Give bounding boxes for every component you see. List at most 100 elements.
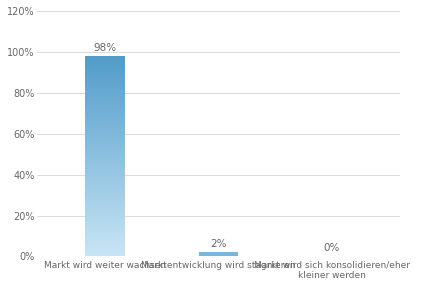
Bar — [199, 252, 238, 257]
Bar — [85, 92, 125, 93]
Bar — [85, 201, 125, 202]
Text: 98%: 98% — [93, 43, 117, 53]
Bar — [85, 213, 125, 214]
Bar — [85, 130, 125, 131]
Bar — [85, 175, 125, 176]
Bar — [85, 140, 125, 141]
Bar — [85, 243, 125, 245]
Bar — [85, 156, 125, 157]
Bar — [85, 114, 125, 115]
Bar — [85, 245, 125, 247]
Bar — [85, 59, 125, 60]
Bar — [85, 195, 125, 196]
Bar — [85, 103, 125, 104]
Bar — [85, 173, 125, 174]
Bar — [85, 88, 125, 89]
Bar — [85, 58, 125, 59]
Bar — [85, 60, 125, 61]
Bar — [85, 81, 125, 82]
Bar — [85, 218, 125, 219]
Bar — [85, 122, 125, 123]
Bar — [85, 186, 125, 187]
Bar — [85, 77, 125, 78]
Bar — [85, 143, 125, 144]
Bar — [85, 203, 125, 204]
Bar — [85, 234, 125, 235]
Bar — [85, 118, 125, 119]
Bar — [85, 129, 125, 130]
Bar — [85, 231, 125, 232]
Bar — [85, 121, 125, 122]
Bar — [85, 176, 125, 177]
Bar — [85, 127, 125, 128]
Bar — [85, 145, 125, 146]
Bar — [85, 202, 125, 203]
Bar — [85, 241, 125, 243]
Bar — [85, 204, 125, 205]
Bar — [85, 75, 125, 76]
Bar — [85, 163, 125, 164]
Bar — [85, 223, 125, 224]
Bar — [85, 239, 125, 241]
Bar — [85, 132, 125, 133]
Bar — [85, 225, 125, 226]
Bar — [85, 144, 125, 145]
Bar — [85, 146, 125, 147]
Bar — [85, 255, 125, 257]
Bar — [85, 154, 125, 155]
Bar — [85, 190, 125, 191]
Bar — [85, 135, 125, 136]
Bar — [85, 179, 125, 180]
Bar — [85, 62, 125, 63]
Bar — [85, 100, 125, 101]
Bar — [85, 184, 125, 185]
Bar — [85, 138, 125, 139]
Bar — [85, 235, 125, 236]
Bar — [85, 191, 125, 192]
Bar — [85, 94, 125, 95]
Bar — [85, 187, 125, 188]
Bar — [85, 180, 125, 181]
Bar — [85, 230, 125, 231]
Bar — [85, 219, 125, 220]
Bar — [85, 151, 125, 152]
Bar — [85, 153, 125, 154]
Bar — [85, 166, 125, 167]
Bar — [85, 57, 125, 58]
Bar — [85, 67, 125, 68]
Bar — [85, 171, 125, 172]
Bar — [85, 232, 125, 233]
Bar — [85, 182, 125, 183]
Bar — [85, 99, 125, 100]
Bar — [85, 193, 125, 194]
Bar — [85, 78, 125, 79]
Bar — [85, 85, 125, 86]
Bar — [85, 174, 125, 175]
Bar — [85, 161, 125, 162]
Bar — [85, 107, 125, 108]
Bar — [85, 158, 125, 159]
Bar — [85, 177, 125, 178]
Bar — [85, 112, 125, 113]
Bar — [85, 168, 125, 169]
Bar — [85, 247, 125, 249]
Bar — [85, 222, 125, 223]
Bar — [85, 131, 125, 132]
Bar — [85, 233, 125, 234]
Bar — [85, 80, 125, 81]
Bar — [85, 72, 125, 73]
Bar — [85, 101, 125, 102]
Bar — [85, 214, 125, 215]
Bar — [85, 238, 125, 239]
Bar — [85, 165, 125, 166]
Bar — [85, 76, 125, 77]
Bar — [85, 164, 125, 165]
Text: 0%: 0% — [324, 243, 340, 253]
Bar — [85, 198, 125, 199]
Bar — [85, 70, 125, 71]
Bar — [85, 200, 125, 201]
Bar — [85, 162, 125, 163]
Bar — [85, 83, 125, 84]
Bar — [85, 209, 125, 210]
Bar — [85, 215, 125, 216]
